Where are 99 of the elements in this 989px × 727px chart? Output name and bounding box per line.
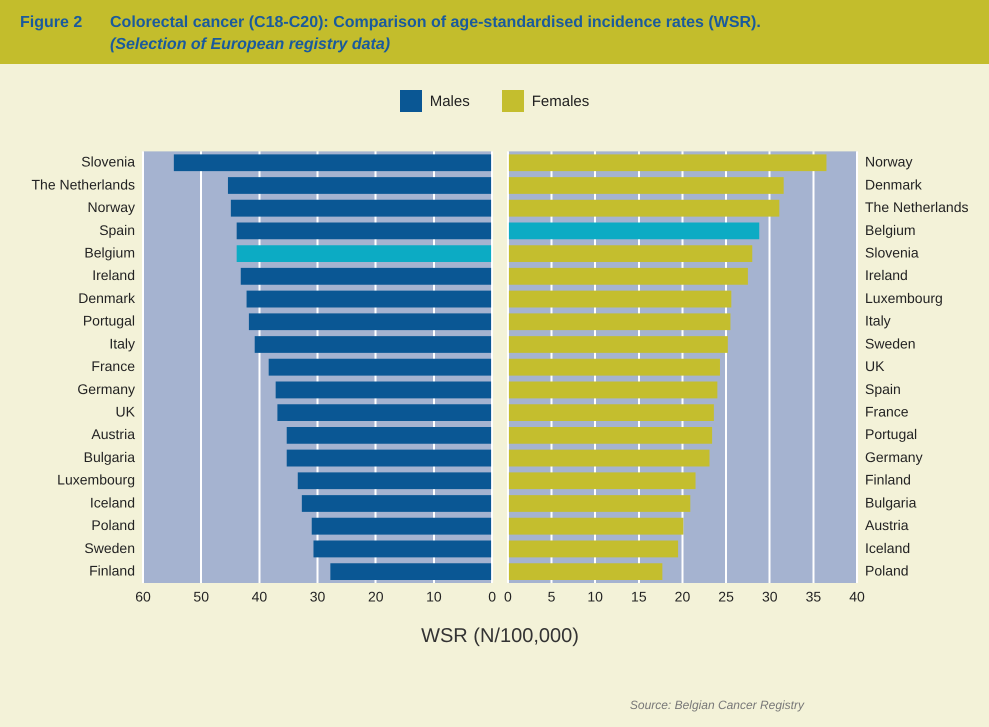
y-tick-label: Poland: [865, 562, 909, 578]
chart-subtitle: (Selection of European registry data): [110, 36, 390, 54]
bar: [236, 222, 492, 240]
y-tick-label: Italy: [865, 312, 891, 329]
bar: [508, 245, 752, 262]
bar: [508, 336, 728, 353]
y-tick-label: Bulgaria: [865, 494, 917, 510]
bar: [508, 495, 690, 512]
y-tick-label: Slovenia: [865, 244, 919, 260]
bar: [298, 472, 492, 490]
y-tick-label: Norway: [865, 154, 912, 170]
y-tick-label: UK: [116, 403, 136, 420]
y-tick-label: France: [91, 358, 136, 374]
y-tick-label: Finland: [89, 562, 135, 578]
bar: [286, 426, 492, 444]
bar: [508, 200, 780, 217]
bar: [330, 563, 492, 580]
bar: [508, 358, 720, 376]
x-tick-label: 35: [806, 588, 822, 604]
y-tick-label: UK: [865, 358, 886, 374]
x-axis-title: WSR (N/100,000): [420, 625, 580, 648]
x-tick-label: 10: [426, 588, 442, 604]
y-tick-label: Spain: [99, 222, 135, 238]
bar: [230, 200, 492, 217]
bar: [174, 154, 492, 172]
bar: [228, 177, 492, 194]
y-tick-label: Ireland: [865, 267, 908, 284]
bar: [508, 426, 712, 444]
bar: [286, 450, 492, 466]
bar: [508, 382, 718, 398]
bar: [508, 222, 760, 240]
x-tick-label: 30: [762, 588, 778, 604]
y-tick-label: Denmark: [78, 290, 136, 306]
y-tick-label: Belgium: [865, 222, 916, 238]
x-tick-label: 40: [252, 588, 268, 604]
y-tick-label: Bulgaria: [84, 448, 136, 465]
bar: [508, 313, 730, 330]
legend-label: Males: [430, 92, 470, 110]
y-tick-label: Luxembourg: [57, 472, 135, 488]
y-tick-label: Ireland: [92, 267, 135, 284]
bar: [508, 540, 678, 558]
legend-label: Females: [532, 92, 590, 110]
bar: [268, 358, 492, 376]
x-tick-label: 25: [718, 588, 734, 604]
y-tick-label: Iceland: [90, 494, 135, 510]
y-tick-label: Denmark: [865, 176, 923, 192]
bar: [276, 382, 492, 398]
y-tick-label: Spain: [865, 380, 901, 397]
x-tick-label: 0: [504, 588, 512, 604]
bar: [240, 268, 492, 285]
y-tick-label: Portugal: [865, 426, 918, 442]
bar: [508, 177, 784, 194]
y-tick-label: Slovenia: [81, 154, 136, 170]
x-tick-label: 30: [310, 588, 326, 604]
chart-title: Colorectal cancer (C18-C20): Comparison of age-standardised incidence rates (WSR).: [110, 14, 761, 32]
x-tick-label: 20: [674, 588, 690, 604]
x-tick-label: 15: [631, 588, 647, 604]
bar: [508, 563, 662, 580]
bar: [246, 290, 492, 308]
x-tick-label: 20: [368, 588, 384, 604]
y-tick-label: Sweden: [84, 540, 135, 556]
y-tick-label: Luxembourg: [865, 290, 943, 306]
x-tick-label: 40: [849, 588, 865, 604]
caption: Figure 2: [20, 14, 82, 32]
y-tick-label: Belgium: [84, 244, 135, 260]
bar: [508, 154, 826, 172]
x-tick-label: 60: [135, 588, 151, 604]
bar: [236, 245, 492, 262]
bar: [508, 472, 696, 490]
bar: [302, 495, 492, 512]
x-tick-label: 10: [587, 588, 604, 604]
y-tick-label: Sweden: [865, 335, 916, 352]
y-tick-label: Austria: [865, 517, 909, 534]
y-tick-label: France: [865, 403, 909, 420]
x-tick-label: 0: [488, 588, 496, 604]
x-tick-label: 5: [548, 588, 556, 604]
y-tick-label: Germany: [865, 448, 923, 465]
source-note: Source: Belgian Cancer Registry: [630, 698, 804, 712]
bar: [313, 540, 492, 558]
bar: [508, 268, 748, 285]
bar: [254, 336, 492, 353]
y-tick-label: Austria: [91, 426, 136, 442]
y-tick-label: Iceland: [865, 540, 910, 556]
y-tick-label: The Netherlands: [865, 199, 969, 216]
bar: [277, 404, 492, 422]
bar: [312, 518, 492, 535]
bar: [248, 313, 492, 330]
bar: [508, 290, 732, 308]
x-tick-label: 50: [193, 588, 210, 604]
y-tick-label: Norway: [88, 199, 135, 216]
y-tick-label: Italy: [109, 335, 135, 352]
y-tick-label: Finland: [865, 472, 911, 488]
bar: [508, 518, 684, 535]
y-tick-label: Germany: [77, 380, 135, 397]
bar: [508, 450, 710, 466]
bar: [508, 404, 714, 422]
y-tick-label: The Netherlands: [31, 176, 135, 192]
y-tick-label: Portugal: [82, 312, 135, 329]
y-tick-label: Poland: [91, 517, 135, 534]
